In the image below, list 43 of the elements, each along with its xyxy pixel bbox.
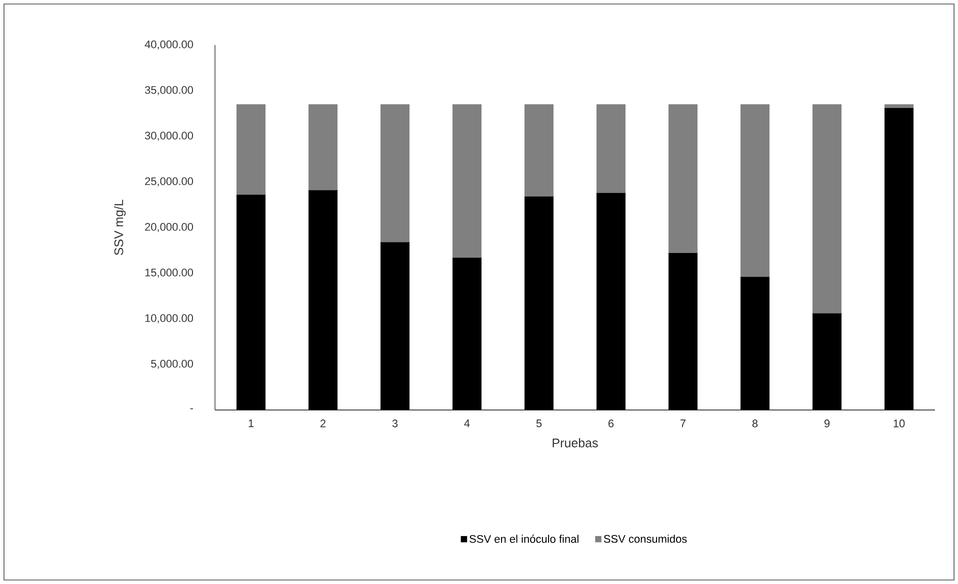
- x-tick-label: 3: [392, 420, 398, 428]
- y-tick-label: 20,000.00: [145, 222, 194, 232]
- x-tick-label: 9: [824, 420, 830, 428]
- y-tick-label: 40,000.00: [144, 40, 194, 50]
- bar: [524, 196, 554, 410]
- y-tick-label: 30,000.00: [144, 132, 194, 141]
- bar: [596, 192, 626, 410]
- bar: [308, 104, 338, 190]
- bar: [596, 104, 626, 193]
- bar: [884, 104, 914, 108]
- bar: [524, 104, 554, 196]
- legend-label: SSV en el inóculo final: [470, 534, 578, 543]
- bar: [308, 190, 338, 410]
- bar: [452, 258, 482, 410]
- bar: [236, 194, 266, 410]
- bar: [812, 104, 842, 314]
- bar: [380, 242, 410, 410]
- bar: [740, 276, 770, 410]
- y-tick-label: 10,000.00: [145, 314, 194, 324]
- bar: [740, 104, 770, 277]
- x-tick-label: 4: [464, 420, 470, 428]
- bar: [236, 104, 266, 195]
- bar: [380, 104, 410, 242]
- x-axis-title: Pruebas: [552, 438, 598, 448]
- y-tick-label: -: [190, 408, 193, 410]
- x-tick-label: 10: [894, 420, 905, 428]
- bar: [812, 313, 842, 410]
- bar: [668, 253, 698, 410]
- y-tick-label: 15,000.00: [145, 268, 194, 278]
- x-tick-label: 7: [680, 420, 686, 428]
- y-tick-label: 35,000.00: [144, 86, 194, 96]
- bar: [668, 104, 698, 254]
- y-tick-label: 25,000.00: [145, 177, 194, 186]
- bar: [452, 104, 482, 258]
- x-tick-label: 8: [752, 420, 758, 428]
- x-tick-label: 6: [608, 420, 614, 428]
- bar: [884, 108, 914, 410]
- x-tick-label: 5: [536, 420, 542, 428]
- y-axis-title: SSV mg/L: [114, 200, 126, 256]
- x-tick-label: 2: [320, 420, 326, 428]
- y-tick-label: 5,000.00: [151, 360, 194, 369]
- x-tick-label: 1: [248, 420, 254, 428]
- legend-label: SSV consumidos: [604, 534, 687, 543]
